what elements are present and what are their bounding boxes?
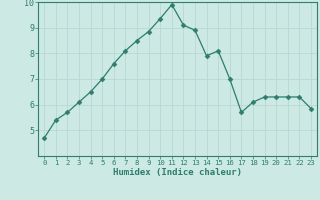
X-axis label: Humidex (Indice chaleur): Humidex (Indice chaleur) [113,168,242,177]
